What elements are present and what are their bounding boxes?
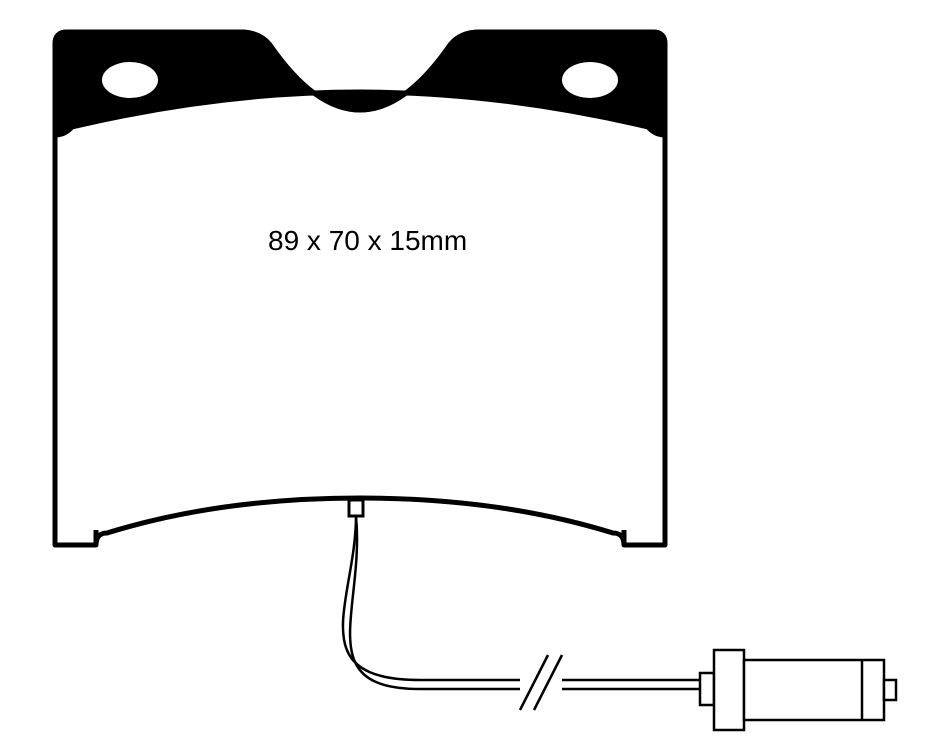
sensor-entry [349, 500, 363, 516]
dimension-label: 89 x 70 x 15mm [268, 225, 467, 257]
sensor-wire-lower-seg1 [350, 516, 520, 689]
connector-tip [884, 680, 896, 700]
connector-collar [714, 650, 744, 730]
sensor-wire-upper-seg1 [343, 516, 520, 680]
brake-pad-diagram [0, 0, 950, 755]
wire-break-slash-2 [534, 655, 562, 710]
mount-slot-right [562, 62, 618, 98]
mount-slot-left [102, 62, 158, 98]
wire-break-slash-1 [520, 655, 548, 710]
diagram-stage: 89 x 70 x 15mm [0, 0, 950, 755]
connector-cable-entry [700, 673, 714, 705]
